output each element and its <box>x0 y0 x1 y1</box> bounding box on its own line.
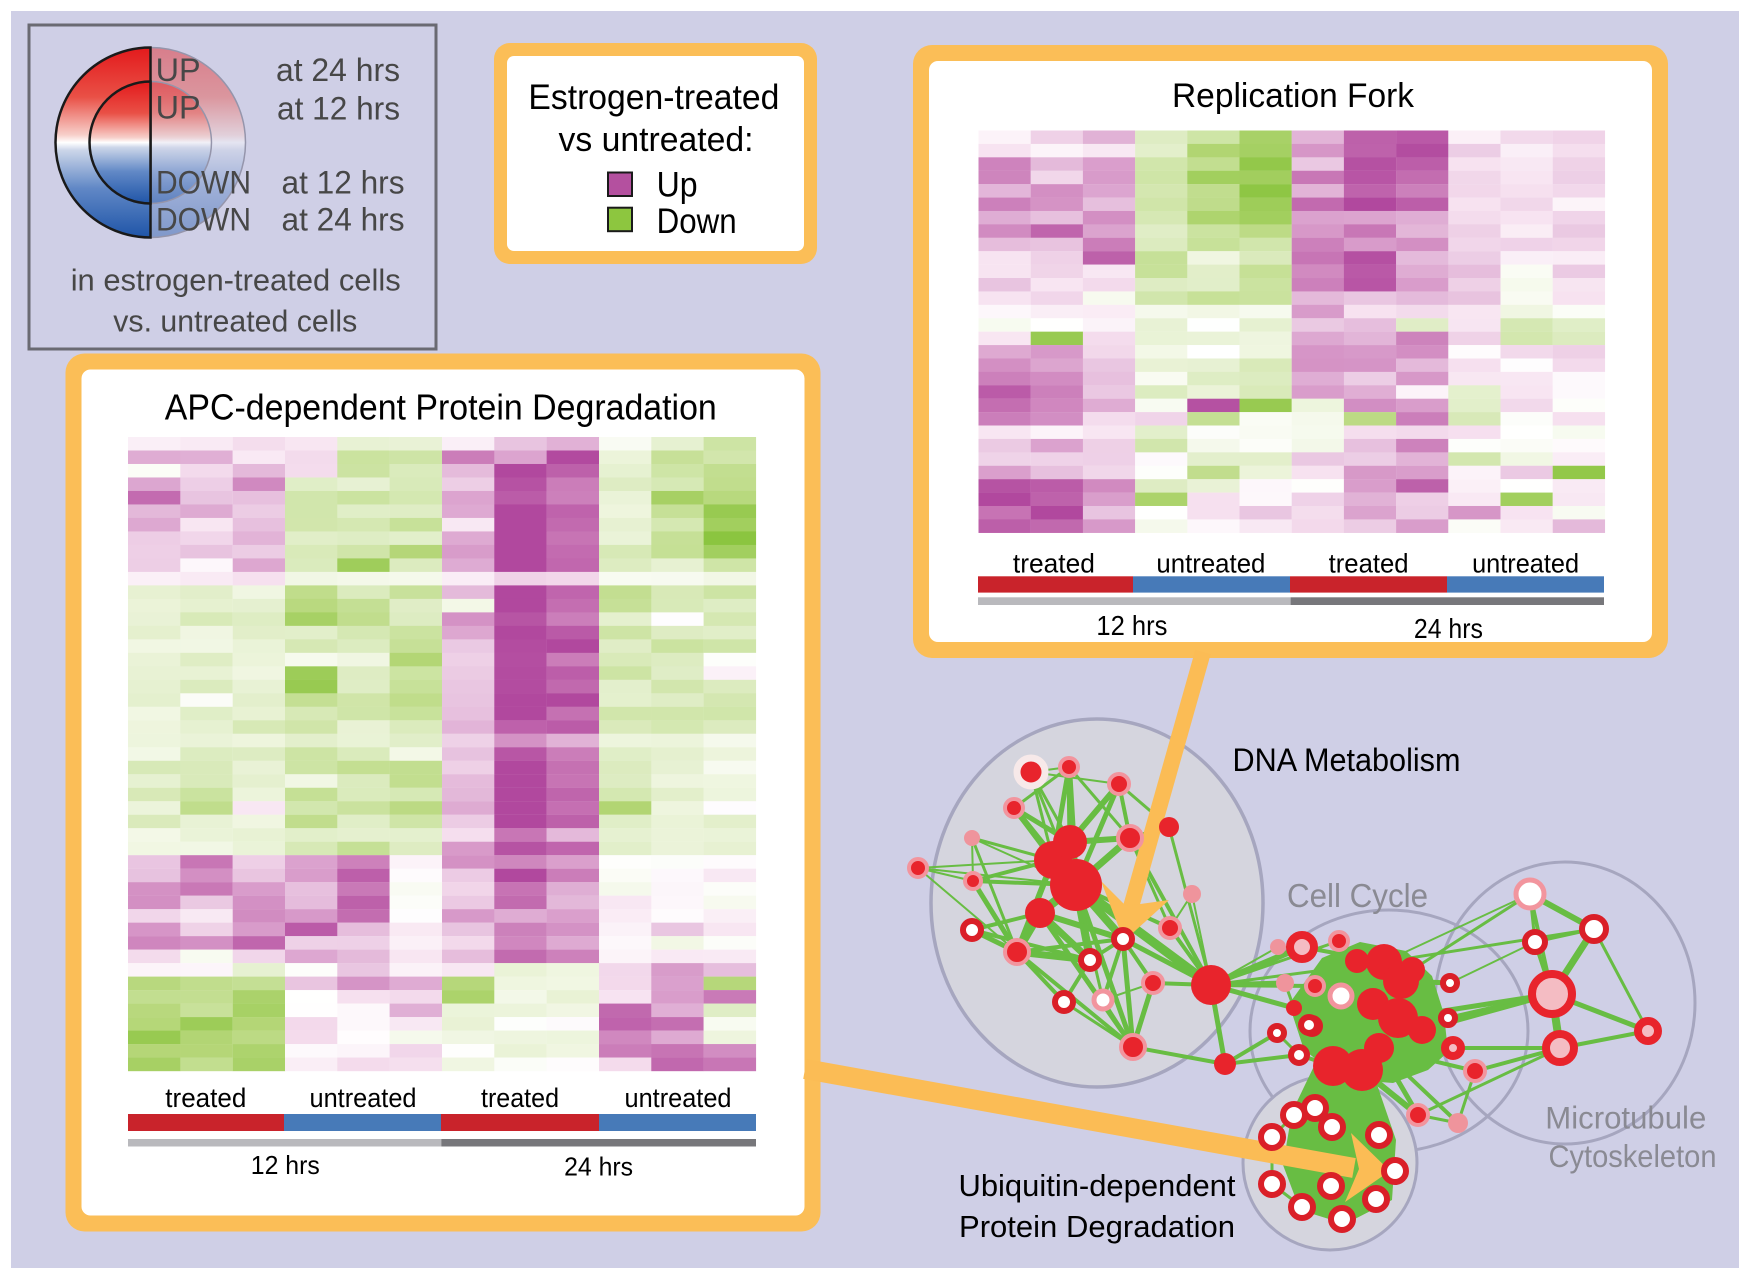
svg-text:Up: Up <box>657 166 698 205</box>
svg-text:at 24 hrs: at 24 hrs <box>276 52 400 88</box>
svg-text:treated: treated <box>1329 549 1409 579</box>
svg-text:at 12 hrs: at 12 hrs <box>277 90 400 126</box>
svg-text:untreated: untreated <box>1472 549 1579 579</box>
svg-text:treated: treated <box>481 1083 559 1113</box>
svg-text:Replication Fork: Replication Fork <box>1172 77 1415 115</box>
svg-text:12 hrs: 12 hrs <box>251 1150 320 1180</box>
svg-text:UP: UP <box>156 90 201 126</box>
svg-text:DOWN: DOWN <box>156 202 251 238</box>
svg-text:24 hrs: 24 hrs <box>564 1152 633 1182</box>
svg-text:Cytoskeleton: Cytoskeleton <box>1549 1138 1717 1174</box>
svg-text:Cell Cycle: Cell Cycle <box>1287 877 1428 914</box>
svg-text:APC-dependent Protein Degradat: APC-dependent Protein Degradation <box>165 387 717 428</box>
svg-text:treated: treated <box>1013 549 1095 579</box>
svg-text:12 hrs: 12 hrs <box>1096 610 1167 641</box>
svg-text:DOWN: DOWN <box>156 165 251 201</box>
svg-text:Ubiquitin-dependent: Ubiquitin-dependent <box>959 1168 1236 1203</box>
svg-text:Protein Degradation: Protein Degradation <box>959 1209 1235 1244</box>
svg-text:Microtubule: Microtubule <box>1545 1100 1706 1136</box>
svg-text:untreated: untreated <box>625 1083 732 1113</box>
svg-text:untreated: untreated <box>1156 549 1265 579</box>
svg-text:in estrogen-treated cells: in estrogen-treated cells <box>71 263 401 298</box>
svg-text:at 12 hrs: at 12 hrs <box>282 165 405 201</box>
svg-text:Estrogen-treated: Estrogen-treated <box>528 78 779 117</box>
svg-text:Down: Down <box>657 202 737 241</box>
svg-text:untreated: untreated <box>310 1083 417 1113</box>
svg-text:vs. untreated cells: vs. untreated cells <box>113 304 357 339</box>
svg-text:DNA Metabolism: DNA Metabolism <box>1233 742 1461 778</box>
svg-text:at 24 hrs: at 24 hrs <box>282 202 405 238</box>
svg-text:treated: treated <box>165 1083 246 1113</box>
svg-text:24 hrs: 24 hrs <box>1414 613 1483 644</box>
svg-text:vs untreated:: vs untreated: <box>559 121 754 159</box>
svg-text:UP: UP <box>156 52 201 88</box>
